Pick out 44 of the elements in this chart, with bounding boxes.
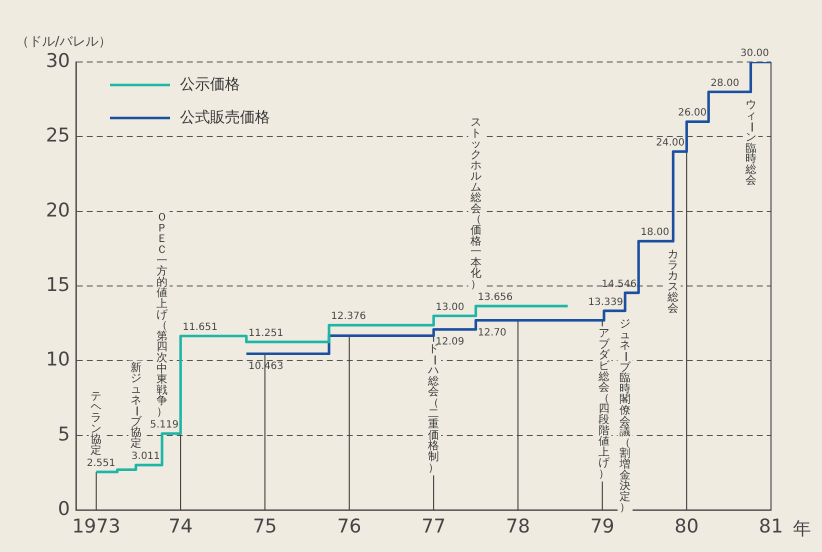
x-tick-label: 75 xyxy=(252,515,278,538)
y-tick-label: 10 xyxy=(46,348,70,371)
data-label: 5.119 xyxy=(150,420,179,431)
data-label: 11.251 xyxy=(248,328,284,339)
legend-label: 公示価格 xyxy=(180,74,240,93)
annotation: 新ジュネーブ協定 xyxy=(130,360,144,450)
y-axis-title: （ドル/バレル） xyxy=(16,34,112,50)
data-label: 3.011 xyxy=(131,451,160,462)
data-label: 11.651 xyxy=(182,322,218,334)
y-tick-label: 0 xyxy=(58,498,70,520)
x-tick-label: 77 xyxy=(422,515,446,538)
y-tick-label: 25 xyxy=(46,124,70,147)
annotation: ウィーン臨時総会 xyxy=(744,98,758,187)
y-tick-label: 20 xyxy=(46,199,70,222)
text: ストックホルム総会（価格一本化） xyxy=(470,116,482,291)
y-tick-label: 5 xyxy=(58,423,70,446)
annotation: テヘラン協定 xyxy=(90,389,102,456)
x-tick-label: 79 xyxy=(590,515,614,538)
y-tick-label: 30 xyxy=(46,50,70,72)
data-label: 14.546 xyxy=(602,278,637,290)
data-label: 2.551 xyxy=(86,458,116,469)
data-label: 12.376 xyxy=(331,311,366,322)
y-tick-label: 15 xyxy=(46,274,70,296)
data-label: 13.339 xyxy=(588,296,624,308)
text: ジュネーブ臨時閣僚会議（割増金決定） xyxy=(619,317,632,514)
text: アブダビ総会（四段階値上げ） xyxy=(598,326,610,480)
data-label: 24.00 xyxy=(656,138,685,149)
x-axis-title: 年 xyxy=(793,518,811,540)
x-tick-label: 1973 xyxy=(72,515,120,538)
text: ＯＰＥＣ一方的値上げ（第四次中東戦争） xyxy=(156,210,168,418)
x-tick-label: 76 xyxy=(337,515,362,538)
data-label: 13.656 xyxy=(478,292,513,304)
x-tick-label: 78 xyxy=(506,515,530,538)
annotation: カラカス総会 xyxy=(666,247,679,314)
x-tick-label: 80 xyxy=(674,515,699,538)
data-label: 26.00 xyxy=(678,108,707,119)
data-label: 28.00 xyxy=(710,78,740,89)
data-label: 30.00 xyxy=(740,48,770,59)
data-label: 13.00 xyxy=(436,302,464,313)
data-label: 18.00 xyxy=(640,227,670,238)
x-tick-label: 74 xyxy=(168,515,193,538)
legend-label: 公式販売価格 xyxy=(180,108,270,126)
data-label: 12.70 xyxy=(478,327,506,338)
x-tick-label: 81 xyxy=(758,515,784,538)
